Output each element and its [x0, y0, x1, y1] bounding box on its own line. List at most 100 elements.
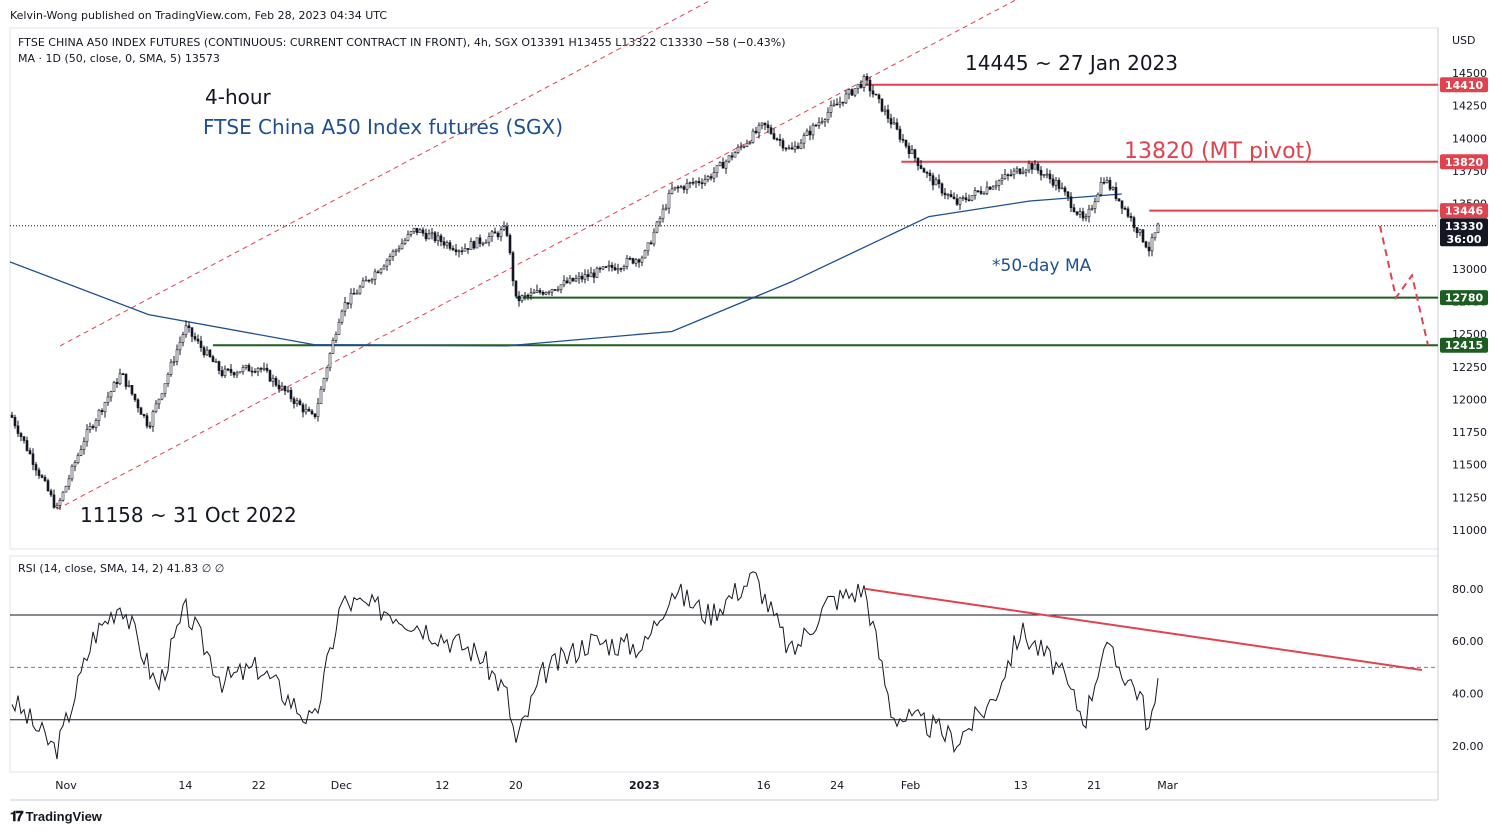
candle: [187, 322, 191, 333]
candle: [703, 174, 707, 186]
candle: [154, 400, 158, 414]
candle: [229, 363, 233, 376]
candle: [220, 366, 224, 378]
svg-text:14410: 14410: [1445, 79, 1484, 92]
candle: [445, 240, 449, 249]
candle: [910, 144, 914, 154]
candle: [22, 436, 26, 444]
candle: [433, 230, 437, 244]
candle: [67, 474, 71, 491]
rsi-pane[interactable]: [9, 555, 1439, 773]
rsi-layer: [11, 571, 1423, 760]
candle: [142, 413, 146, 419]
candle: [571, 277, 575, 282]
candle: [793, 141, 797, 153]
candle: [670, 183, 674, 195]
candle: [394, 248, 398, 257]
candle: [100, 408, 104, 416]
candle: [847, 88, 851, 100]
time-tick-22: 22: [252, 779, 266, 792]
candle: [1138, 228, 1142, 237]
candle: [919, 160, 923, 170]
candle: [784, 147, 788, 152]
candle: [139, 406, 143, 415]
candle: [595, 266, 599, 278]
candle: [877, 93, 881, 104]
candle: [709, 173, 713, 181]
candle: [520, 294, 524, 303]
candle: [16, 420, 20, 437]
candle: [469, 237, 473, 250]
candle: [616, 263, 620, 274]
candle: [103, 401, 107, 418]
candle: [268, 369, 272, 382]
candle: [604, 265, 608, 268]
candle: [289, 387, 293, 403]
candle: [106, 391, 110, 406]
candle: [592, 269, 596, 284]
candle: [193, 332, 197, 342]
candle: [112, 380, 116, 392]
price-tick-12000: 12000: [1452, 393, 1487, 406]
ma-50d-line: [9, 193, 1122, 347]
rsi-tick-20.00: 20.00: [1452, 740, 1484, 753]
candle: [349, 288, 353, 309]
candle: [331, 337, 335, 354]
candle: [25, 436, 29, 452]
candle: [826, 107, 830, 124]
candle: [637, 258, 641, 268]
candle: [1012, 167, 1016, 179]
candle: [385, 258, 389, 271]
currency-label: USD: [1452, 34, 1476, 47]
candle: [736, 144, 740, 154]
candle: [109, 390, 113, 402]
time-tick-Nov: Nov: [55, 779, 77, 792]
candle: [40, 473, 44, 479]
candle: [979, 186, 983, 196]
candle: [403, 237, 407, 246]
candle: [694, 180, 698, 188]
candle: [922, 167, 926, 173]
price-tag-12415: 12415: [1440, 337, 1488, 353]
candle: [544, 291, 548, 296]
candle: [1042, 173, 1046, 178]
symbol-line: FTSE CHINA A50 INDEX FUTURES (CONTINUOUS…: [18, 36, 786, 49]
candles-layer: [10, 73, 1160, 510]
candle: [622, 264, 626, 272]
candle: [79, 445, 83, 457]
candle: [265, 363, 269, 373]
candle: [673, 186, 677, 191]
candle: [766, 120, 770, 134]
time-tick-Dec: Dec: [331, 779, 352, 792]
candle: [889, 113, 893, 129]
candle: [58, 497, 62, 510]
candle: [802, 132, 806, 149]
price-pane[interactable]: [9, 27, 1439, 550]
candle: [274, 376, 278, 388]
candle: [745, 139, 749, 148]
candle: [778, 133, 782, 147]
candle: [1069, 192, 1073, 213]
candle: [580, 272, 584, 283]
candle: [943, 187, 947, 200]
candle: [334, 331, 338, 344]
candle: [640, 255, 644, 267]
candle: [271, 374, 275, 387]
rsi-tick-80.00: 80.00: [1452, 583, 1484, 596]
price-tick-13000: 13000: [1452, 263, 1487, 276]
candle: [34, 461, 38, 476]
tradingview-brand[interactable]: 𝟏𝟕 TradingView: [10, 808, 102, 825]
candle: [781, 138, 785, 152]
candle: [148, 421, 152, 430]
candle: [502, 221, 506, 232]
candle: [292, 396, 296, 409]
candle: [817, 117, 821, 129]
candle: [1045, 168, 1049, 179]
candle: [619, 267, 623, 273]
candle: [190, 327, 194, 343]
candle: [697, 177, 701, 186]
svg-text:13446: 13446: [1445, 205, 1484, 218]
